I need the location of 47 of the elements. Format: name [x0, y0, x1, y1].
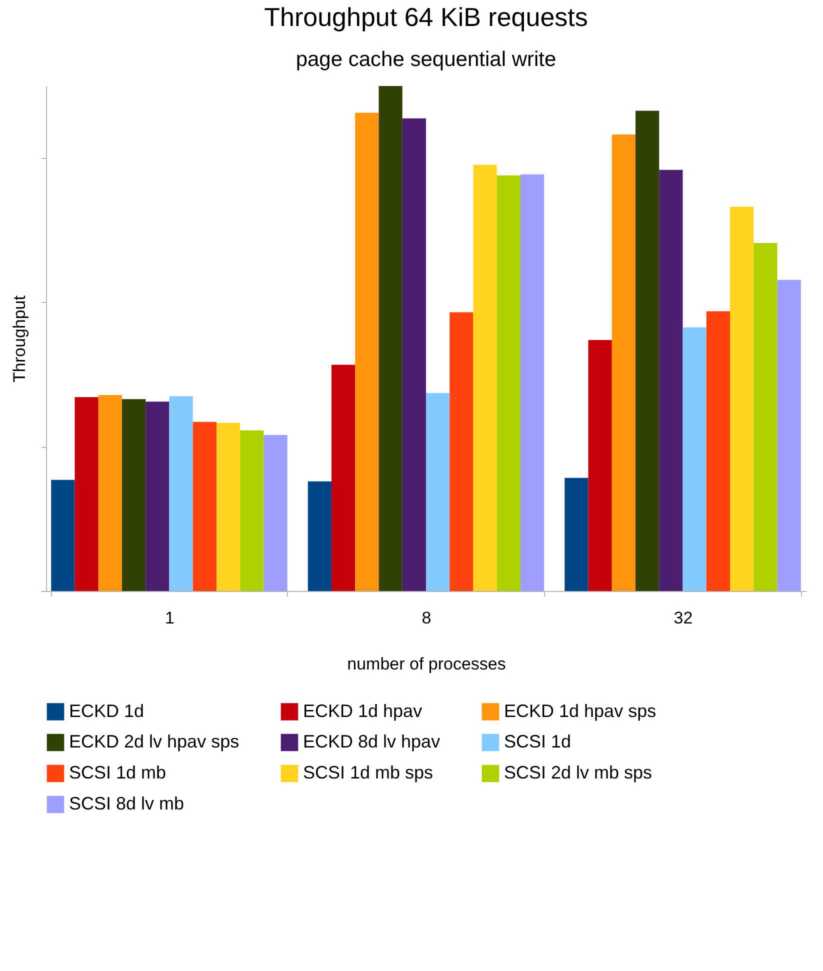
bar [450, 312, 474, 591]
bar [98, 395, 122, 591]
chart-title: Throughput 64 KiB requests [264, 2, 588, 32]
bar [122, 399, 146, 591]
bar [520, 174, 544, 591]
x-tick-label: 32 [674, 608, 693, 628]
legend-label: ECKD 2d lv hpav sps [69, 732, 240, 752]
x-axis-title: number of processes [347, 654, 506, 674]
bar [240, 430, 264, 591]
bar [636, 110, 660, 591]
bar [378, 86, 402, 591]
legend-label: SCSI 1d mb [69, 762, 166, 782]
legend-label: SCSI 8d lv mb [69, 794, 184, 814]
legend-label: SCSI 1d mb sps [303, 762, 434, 782]
legend-label: SCSI 2d lv mb sps [504, 762, 652, 782]
bar [216, 422, 240, 591]
bar [169, 396, 193, 591]
legend-label: ECKD 1d [69, 700, 144, 721]
bar [402, 118, 426, 591]
legend-label: ECKD 1d hpav sps [504, 700, 656, 721]
bar [426, 393, 450, 591]
bar [754, 243, 778, 591]
bar [264, 434, 288, 591]
bar [706, 311, 730, 591]
legend-label: ECKD 1d hpav [303, 700, 422, 721]
legend-label: ECKD 8d lv hpav [303, 732, 440, 752]
bar [192, 422, 216, 591]
bar [355, 112, 379, 591]
bar [146, 402, 170, 591]
chart-subtitle: page cache sequential write [296, 48, 556, 71]
bar [51, 480, 75, 591]
bar [730, 206, 754, 591]
legend-label: SCSI 1d [504, 732, 572, 752]
bar [659, 170, 683, 591]
bar [612, 134, 636, 591]
bar [74, 397, 98, 591]
y-axis-title: Throughput [10, 295, 29, 382]
bar [332, 364, 356, 591]
bar [473, 164, 497, 591]
bar [588, 340, 612, 591]
bar [496, 175, 520, 591]
x-tick-label: 1 [165, 608, 174, 628]
bar [308, 481, 332, 591]
bar [682, 327, 706, 591]
bar [777, 280, 801, 591]
x-tick-label: 8 [422, 608, 432, 628]
bar [564, 478, 588, 591]
